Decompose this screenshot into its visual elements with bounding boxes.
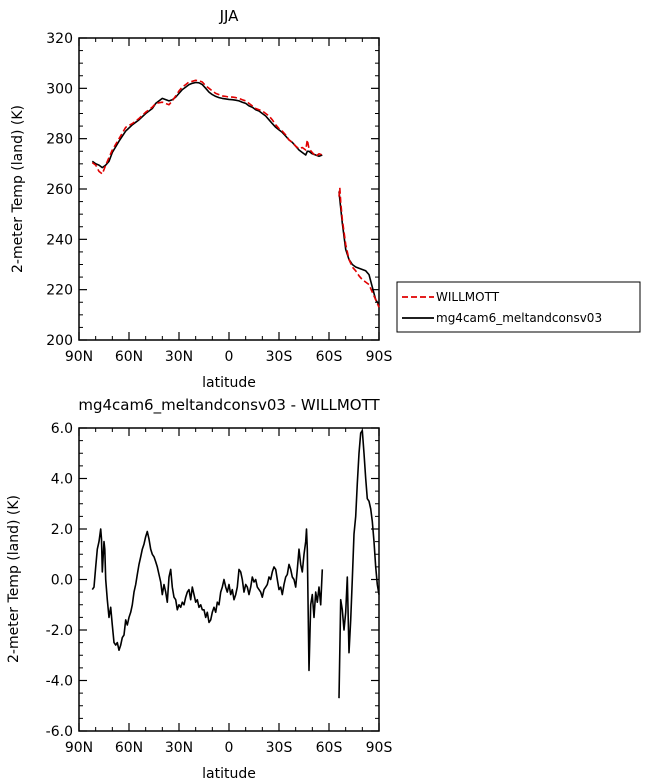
- top-x-tick-label: 60N: [115, 349, 143, 365]
- bottom-x-tick-label: 30N: [165, 740, 193, 756]
- bottom-y-tick-label: -4.0: [46, 674, 73, 690]
- legend-label-model: mg4cam6_meltandconsv03: [436, 311, 602, 325]
- bottom-x-tick-label: 30S: [266, 740, 293, 756]
- bottom-chart-title: mg4cam6_meltandconsv03 - WILLMOTT: [78, 396, 380, 415]
- top-series-line-3: [338, 191, 380, 306]
- bottom-y-tick-label: 0.0: [51, 573, 73, 589]
- top-y-tick-label: 280: [46, 132, 73, 148]
- bottom-x-axis-label: latitude: [202, 766, 256, 782]
- top-x-tick-label: 30S: [266, 349, 293, 365]
- legend-label-willmott: WILLMOTT: [436, 290, 500, 304]
- bottom-axis-ticks: 90N 60N 30N 0 30S 60S 90S -6.0 -4.0 -2.0 0.0 2.0 4.0…: [46, 421, 393, 756]
- top-y-tick-label: 300: [46, 81, 73, 97]
- legend: WILLMOTT mg4cam6_meltandconsv03: [396, 281, 641, 333]
- bottom-series-lines: [91, 429, 380, 699]
- top-y-tick-label: 260: [46, 182, 73, 198]
- bottom-x-tick-label: 90N: [65, 740, 93, 756]
- bottom-y-tick-label: 6.0: [51, 421, 73, 437]
- legend-box: [396, 281, 641, 333]
- bottom-series-line-0: [91, 528, 324, 672]
- top-y-tick-label: 220: [46, 283, 73, 299]
- top-x-tick-label: 90S: [366, 349, 393, 365]
- bottom-x-tick-label: 60S: [316, 740, 343, 756]
- bottom-x-tick-label: 0: [225, 740, 234, 756]
- top-series-line-0: [91, 79, 323, 175]
- top-series-lines: [91, 79, 380, 308]
- bottom-x-tick-label: 90S: [366, 740, 393, 756]
- top-x-tick-label: 90N: [65, 349, 93, 365]
- bottom-series-line-1: [338, 429, 380, 699]
- top-plot-frame: [78, 37, 380, 341]
- top-x-axis-label: latitude: [202, 375, 256, 391]
- top-axis-ticks: 90N 60N 30N 0 30S 60S 90S 200 220 240 260 280 300 320: [46, 31, 392, 365]
- bottom-y-tick-label: -6.0: [46, 724, 73, 740]
- top-series-line-1: [91, 81, 323, 169]
- top-x-tick-label: 60S: [316, 349, 343, 365]
- bottom-y-tick-label: -2.0: [46, 623, 73, 639]
- bottom-y-axis-label: 2-meter Temp (land) (K): [6, 495, 22, 663]
- bottom-chart: mg4cam6_meltandconsv03 - WILLMOTT 90N 60N…: [6, 396, 392, 782]
- top-y-tick-label: 200: [46, 333, 73, 349]
- bottom-y-tick-label: 2.0: [51, 522, 73, 538]
- top-x-tick-label: 30N: [165, 349, 193, 365]
- top-chart-title: JJA: [219, 7, 240, 25]
- top-y-tick-label: 240: [46, 232, 73, 248]
- top-y-axis-label: 2-meter Temp (land) (K): [10, 105, 26, 273]
- top-series-line-2: [338, 186, 380, 308]
- top-y-tick-label: 320: [46, 31, 73, 47]
- top-chart: JJA 90N 60N 30N 0 30S 60S 90S 200 220 240 260 280 30…: [10, 7, 392, 391]
- bottom-plot-frame: [78, 427, 380, 732]
- top-x-tick-label: 0: [225, 349, 234, 365]
- bottom-x-tick-label: 60N: [115, 740, 143, 756]
- bottom-y-tick-label: 4.0: [51, 472, 73, 488]
